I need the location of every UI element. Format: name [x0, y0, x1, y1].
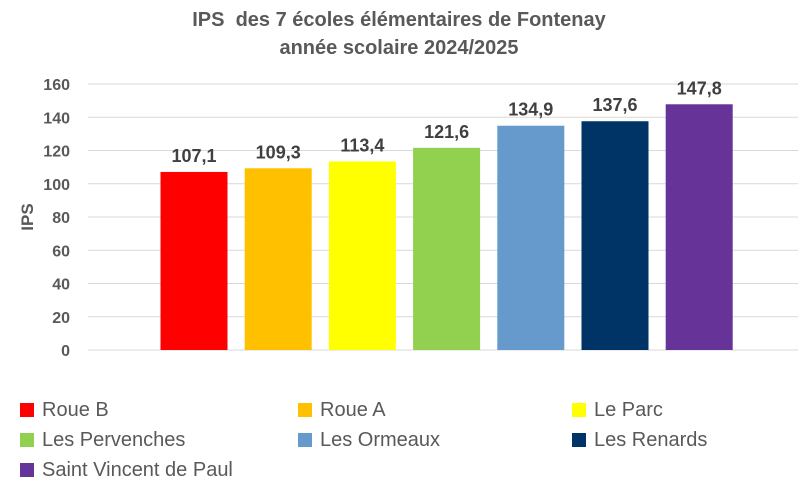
- legend-item: Roue A: [298, 396, 386, 424]
- y-tick-label: 40: [52, 277, 70, 294]
- data-label: 109,3: [256, 142, 301, 162]
- chart-title: IPS des 7 écoles élémentaires de Fontena…: [192, 9, 606, 31]
- y-axis-label: IPS: [18, 203, 37, 230]
- legend-label: Saint Vincent de Paul: [42, 458, 233, 481]
- legend-item: Le Parc: [572, 396, 663, 424]
- legend-item: Saint Vincent de Paul: [20, 456, 233, 484]
- bar: [581, 121, 649, 351]
- legend-item: Roue B: [20, 396, 109, 424]
- y-tick-label: 20: [52, 310, 70, 327]
- legend-swatch: [20, 403, 34, 417]
- y-tick-label: 80: [52, 210, 70, 227]
- data-label: 134,9: [508, 100, 553, 120]
- legend-label: Le Parc: [594, 398, 663, 421]
- bar: [160, 171, 228, 350]
- legend-swatch: [572, 433, 586, 447]
- legend-swatch: [20, 463, 34, 477]
- y-tick-label: 60: [52, 243, 70, 260]
- legend-swatch: [298, 403, 312, 417]
- chart-subtitle: année scolaire 2024/2025: [279, 37, 519, 59]
- y-tick-label: 140: [43, 110, 70, 127]
- legend-label: Les Pervenches: [42, 428, 186, 451]
- legend-label: Les Ormeaux: [320, 428, 441, 451]
- y-tick-label: 0: [61, 343, 70, 360]
- legend-swatch: [572, 403, 586, 417]
- data-label: 147,8: [677, 78, 722, 98]
- y-tick-label: 120: [43, 144, 70, 161]
- legend-item: Les Ormeaux: [298, 426, 440, 454]
- data-label: 137,6: [592, 95, 637, 115]
- legend-swatch: [20, 433, 34, 447]
- bar: [328, 161, 396, 350]
- data-label: 121,6: [424, 122, 469, 142]
- legend-item: Les Renards: [572, 426, 707, 454]
- bar: [413, 147, 481, 350]
- chart-title-block: IPS des 7 écoles élémentaires de Fontena…: [0, 6, 798, 62]
- bar: [497, 125, 565, 350]
- legend-swatch: [298, 433, 312, 447]
- bar: [244, 168, 312, 350]
- y-tick-label: 160: [43, 77, 70, 94]
- bar: [665, 104, 733, 350]
- data-label: 107,1: [171, 146, 216, 166]
- y-tick-label: 100: [43, 177, 70, 194]
- legend-label: Roue B: [42, 398, 109, 421]
- legend-item: Les Pervenches: [20, 426, 185, 454]
- legend-label: Les Renards: [594, 428, 708, 451]
- data-label: 113,4: [340, 135, 384, 155]
- legend-label: Roue A: [320, 398, 386, 421]
